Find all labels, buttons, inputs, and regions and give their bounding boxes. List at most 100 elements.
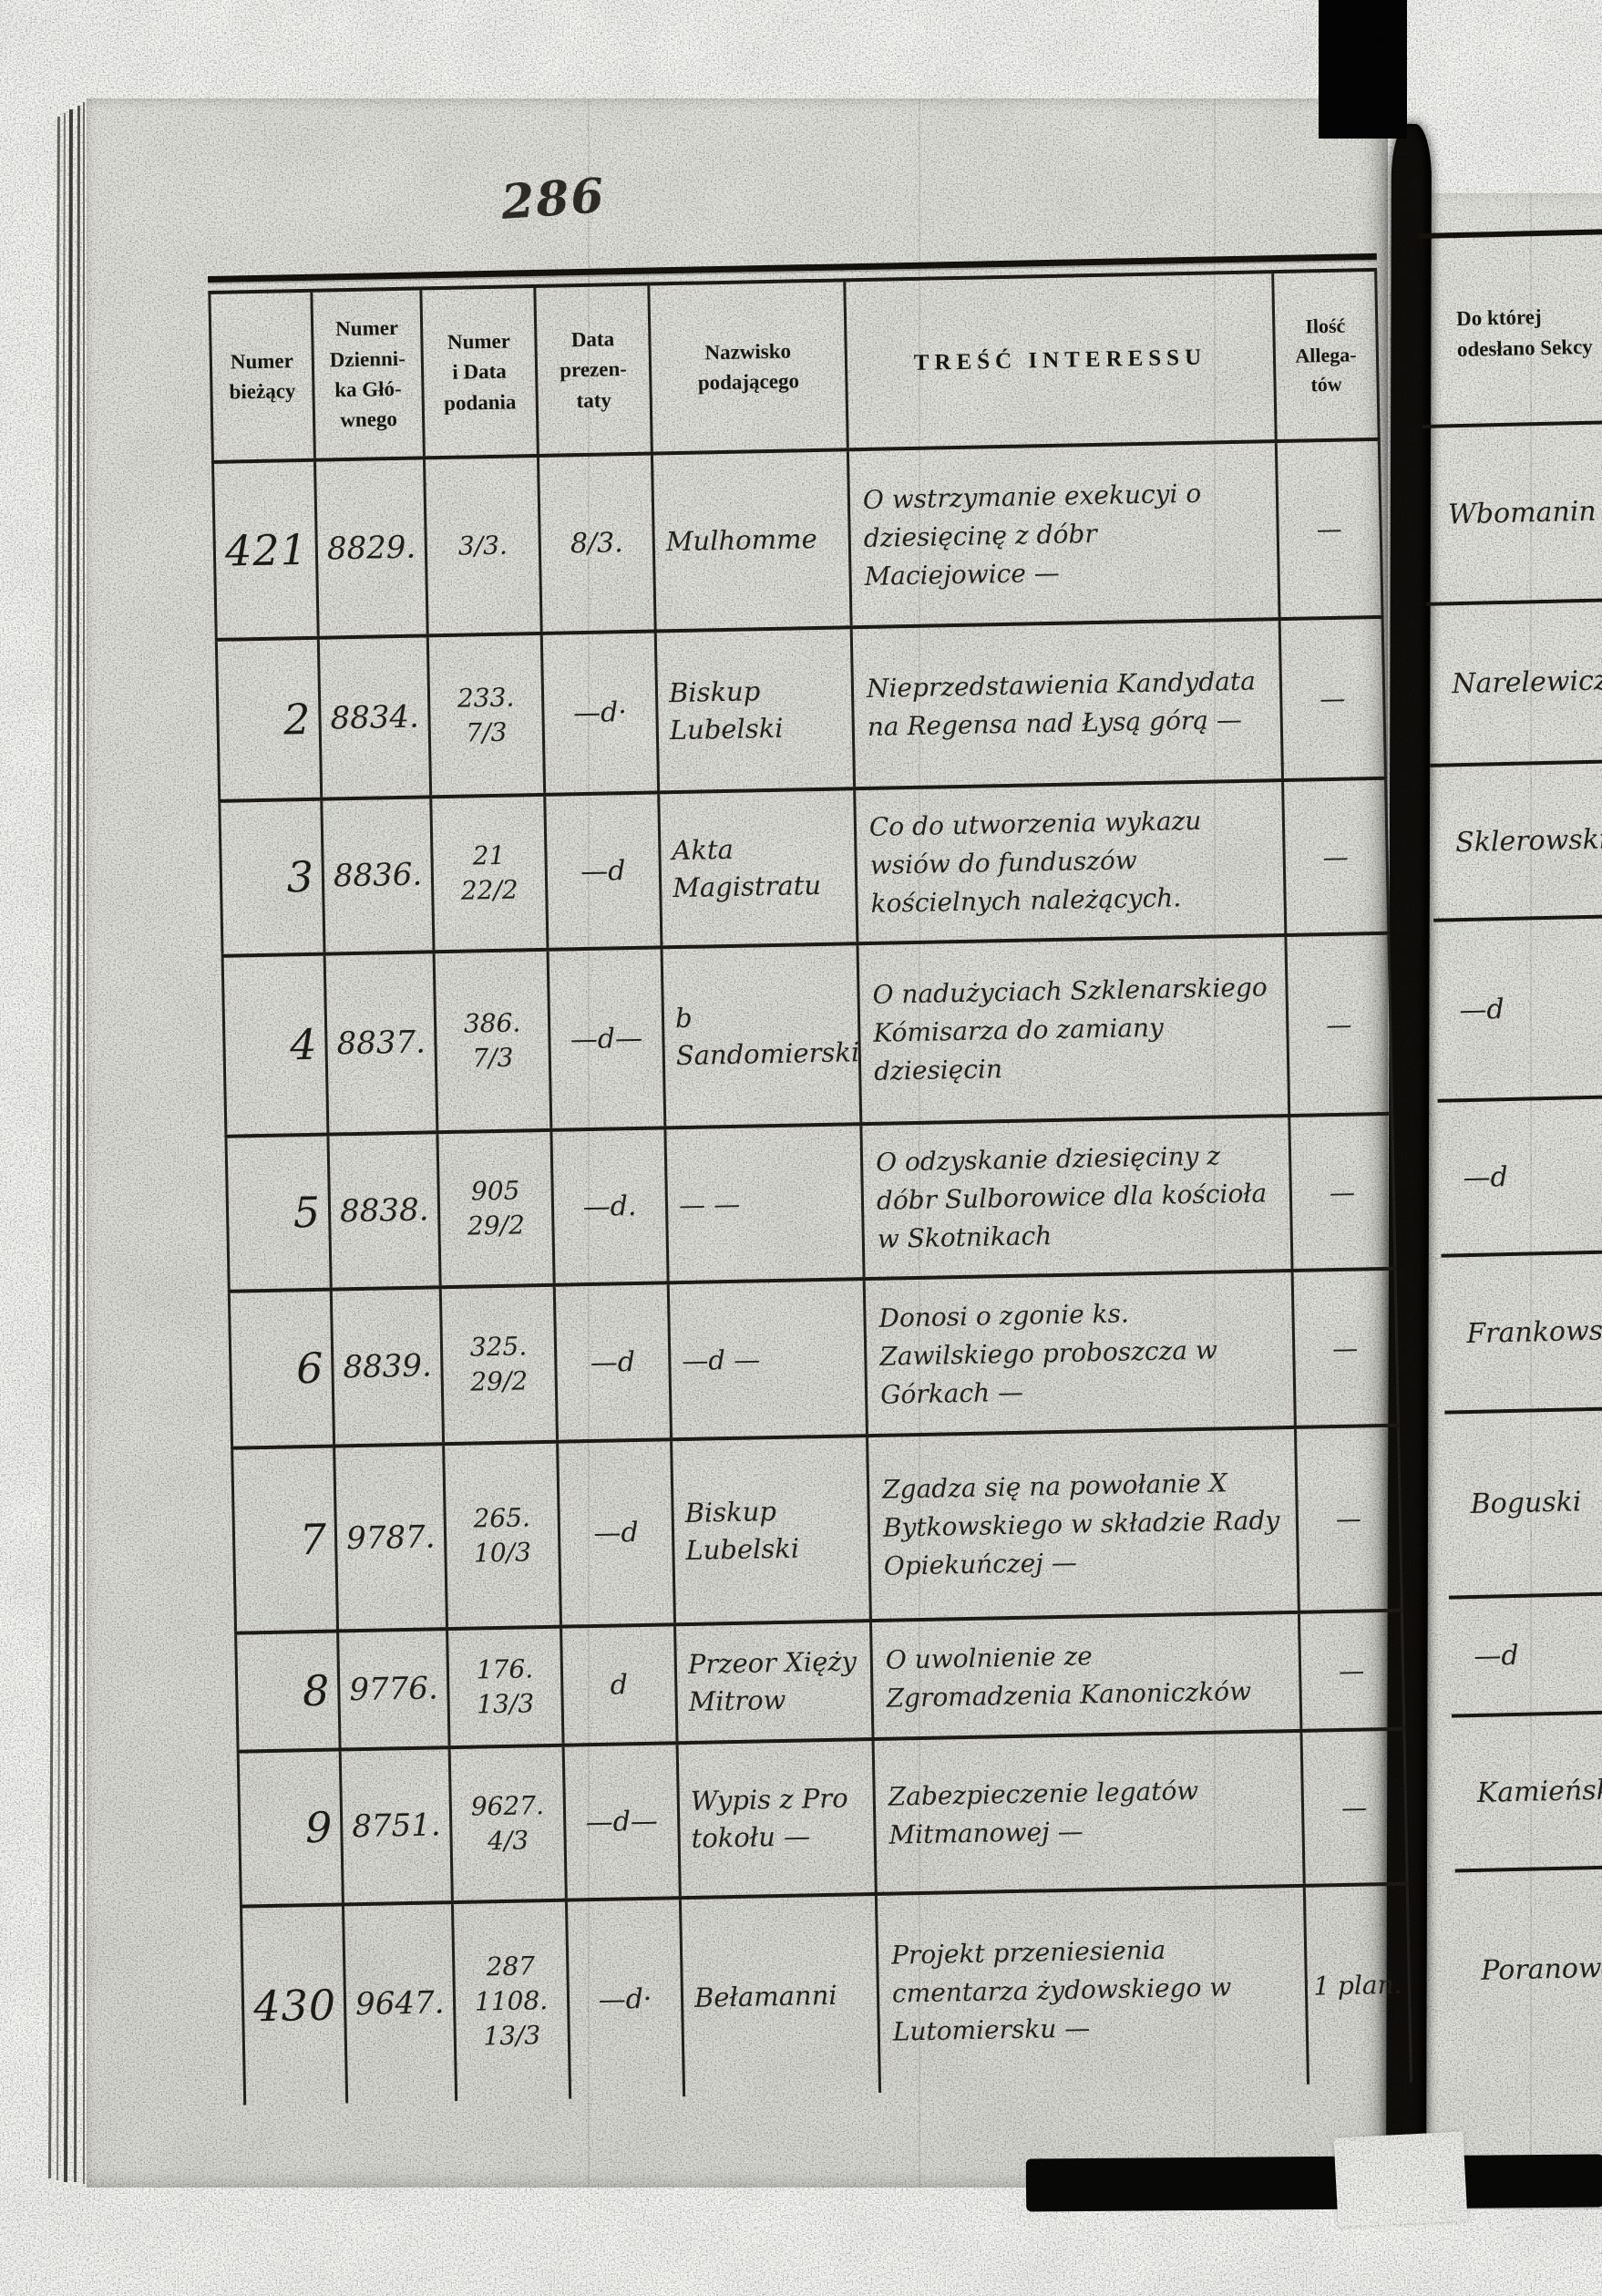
table-row: 1421 8829. 3/3. 8/3. Mulhomme O wstrzyma… (211, 437, 1384, 638)
cell-numer: 4 (221, 955, 330, 1135)
cell-prezentata: —d— (549, 949, 667, 1128)
cell-podanie: 9627. 4/3 (450, 1746, 568, 1901)
cell-prezentata: —d (559, 1441, 676, 1625)
table-row: 7 9787. 265. 10/3 —d Biskup Lubelski Zgadz… (231, 1423, 1403, 1632)
cell-nazwisko: Wypis z Pro tokołu — (678, 1741, 878, 1897)
cell-dziennik: 9647. (344, 1904, 458, 2104)
header-nazwisko-podajacego: Nazwisko podającego (650, 282, 849, 452)
cell-numer: 2 (214, 639, 323, 799)
header-data-prezentaty: Data prezen- taty (536, 285, 653, 454)
cell-nazwisko: Biskup Lubelski (673, 1437, 872, 1623)
cell-dziennik: 8834. (319, 637, 433, 798)
cell-sekcja: Frankowski (1441, 1249, 1602, 1411)
cell-dziennik: 8838. (329, 1134, 442, 1288)
header-numer-biezacy: Numer bieżący (208, 292, 316, 460)
cell-prezentata: d (562, 1626, 679, 1744)
cell-nazwisko: —d — (669, 1281, 868, 1438)
table-row: 5 8838. 905 29/2 —d. — — O odzyskanie dzi… (224, 1111, 1397, 1290)
cell-ilosc: 1 plan. (1305, 1885, 1412, 2085)
cell-tresc: O wstrzymanie exekucyi o dziesięcinę z d… (848, 443, 1281, 626)
folio-number: 286 (499, 168, 608, 231)
cell-nazwisko: Przeor Xięży Mitrow (676, 1622, 875, 1742)
cell-tresc: Nieprzedstawienia Kandydata na Regensa n… (852, 621, 1284, 788)
cell-ilosc: — (1296, 1426, 1403, 1611)
header-numer-i-data-podania: Numer i Data podania (422, 287, 539, 457)
cell-numer: 3 (218, 800, 326, 954)
cell-podanie: 21 22/2 (432, 796, 549, 951)
cell-sekcja: Sklerowski (1430, 759, 1602, 919)
table-row: 1430 9647. 287 1108. 13/3 —d· Bełamanni Pr… (239, 1881, 1412, 2106)
cell-prezentata: —d. (552, 1129, 670, 1283)
cell-ilosc: — (1280, 618, 1387, 779)
cell-prezentata: —d· (567, 1900, 686, 2099)
cell-nazwisko: Bełamanni (681, 1895, 882, 2097)
cell-nazwisko: Akta Magistratu (660, 790, 859, 946)
cell-prezentata: —d (546, 794, 663, 948)
header-tresc-interessu: TREŚĆ INTERESSU (846, 273, 1278, 448)
cell-prezentata: —d (555, 1284, 673, 1440)
cell-ilosc: — (1299, 1611, 1406, 1729)
cell-tresc: Donosi o zgonie ks. Zawilskiego proboszc… (865, 1272, 1297, 1435)
cell-podanie: 386. 7/3 (435, 951, 553, 1131)
film-edge-artifact-top (1319, 0, 1407, 139)
cell-tresc: O uwolnienie ze Zgromadzenia Kanoniczków (872, 1613, 1303, 1738)
cell-numer: 5 (224, 1136, 333, 1290)
cell-dziennik: 8751. (341, 1749, 454, 1903)
cell-sekcja: Narelewicz (1426, 598, 1602, 764)
cell-nazwisko: Biskup Lubelski (656, 629, 857, 791)
cell-ilosc: — (1287, 934, 1394, 1114)
cell-tresc: Zabezpieczenie legatów Mitmanowej — (874, 1732, 1306, 1892)
cell-tresc: Co do utworzenia wykazu wsiów do fundusz… (856, 782, 1288, 942)
cell-nazwisko: b Sandomierski (662, 945, 863, 1127)
header-numer-dziennika: Numer Dzienni- ka Głó- wnego (313, 290, 426, 458)
cell-podanie: 3/3. (425, 457, 543, 634)
cell-numer: 1430 (240, 1906, 349, 2106)
cell-numer: 8 (234, 1632, 342, 1750)
cell-podanie: 325. 29/2 (441, 1286, 560, 1443)
table-row: 8 9776. 176. 13/3 d Przeor Xięży Mitrow O … (234, 1608, 1406, 1750)
cell-sekcja: Boguski (1444, 1405, 1602, 1596)
cell-prezentata: —d· (542, 633, 661, 793)
table-row: 2 8834. 233. 7/3 —d· Biskup Lubelski Niepr… (214, 614, 1387, 799)
cell-ilosc: — (1277, 440, 1384, 618)
cell-podanie: 905 29/2 (438, 1131, 556, 1286)
table-row: 6 8839. 325. 29/2 —d —d — Donosi o zgonie… (227, 1266, 1400, 1447)
register-table: Numer bieżący Numer Dzienni- ka Głó- wne… (208, 252, 1412, 2106)
cell-dziennik: 8836. (323, 798, 436, 952)
cell-dziennik: 9787. (335, 1446, 449, 1630)
table-header-row: Numer bieżący Numer Dzienni- ka Głó- wne… (208, 267, 1381, 460)
cell-tresc: Projekt przeniesienia cmentarza żydowski… (877, 1887, 1310, 2093)
cell-dziennik: 8837. (325, 953, 439, 1133)
cell-numer: 1421 (211, 461, 320, 638)
cell-sekcja: —d (1437, 1094, 1602, 1254)
cell-nazwisko: — — (666, 1126, 866, 1282)
cell-tresc: O odzyskanie dziesięciny z dóbr Sulborow… (862, 1117, 1294, 1278)
cell-ilosc: — (1302, 1730, 1409, 1884)
table-row: 9 8751. 9627. 4/3 —d— Wypis z Pro tokołu —… (236, 1726, 1409, 1905)
cell-sekcja: Wbomanin (1422, 420, 1602, 602)
cell-sekcja: —d (1448, 1591, 1602, 1714)
cell-numer: 7 (231, 1447, 340, 1632)
cell-podanie: 265. 10/3 (445, 1443, 562, 1628)
cell-nazwisko: Mulhomme (652, 451, 853, 630)
cell-tresc: Zgadza się na powołanie X Bytkowskiego w… (868, 1428, 1300, 1620)
cell-podanie: 287 1108. 13/3 (453, 1901, 572, 2102)
cell-ilosc: — (1293, 1270, 1400, 1426)
film-edge-artifact-bottom (1025, 2154, 1602, 2212)
cell-ilosc: — (1290, 1115, 1397, 1269)
cell-dziennik: 9776. (339, 1631, 451, 1748)
cell-numer: 6 (227, 1291, 336, 1447)
cell-tresc: O nadużyciach Szklenarskiego Kómisarza d… (858, 936, 1291, 1123)
cell-sekcja: Kamieński (1451, 1709, 1602, 1869)
header-ilosc-allegatow: Ilość Allega- tów (1274, 271, 1381, 440)
cell-dziennik: 8839. (332, 1289, 446, 1445)
cell-podanie: 233. 7/3 (428, 634, 547, 796)
cell-prezentata: 8/3. (539, 455, 657, 632)
cell-prezentata: —d— (564, 1745, 682, 1899)
cell-podanie: 176. 13/3 (448, 1628, 565, 1746)
header-do-ktorej-odeslano-sekcyi: Do której odesłano Sekcy (1455, 304, 1594, 362)
cell-sekcja: —d (1433, 914, 1602, 1099)
cell-ilosc: — (1284, 779, 1391, 933)
cell-numer: 9 (236, 1751, 344, 1905)
